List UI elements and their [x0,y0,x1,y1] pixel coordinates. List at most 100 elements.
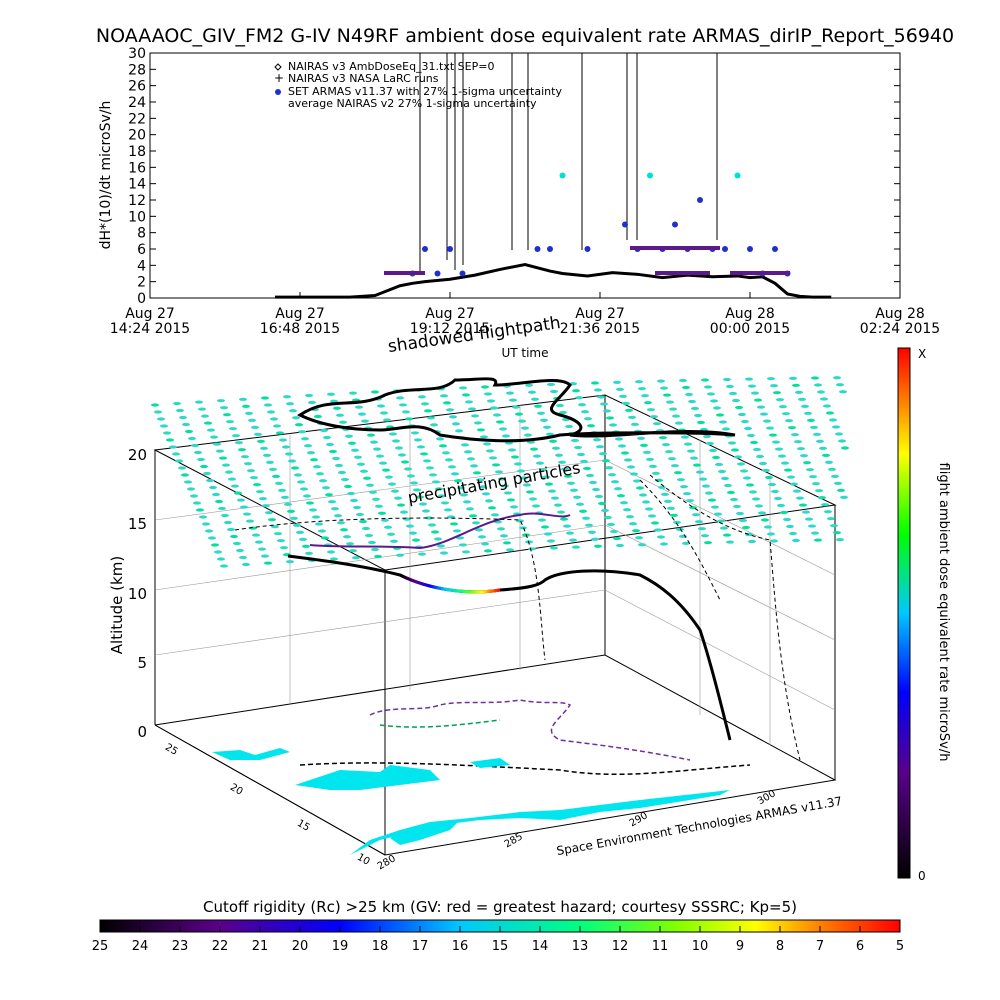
particle-dash [506,548,514,552]
particle-dash [653,422,661,426]
land-masses [212,748,730,855]
particle-dash [681,435,689,439]
particle-dash [369,490,377,494]
particle-dash [801,404,809,408]
particle-dash [175,459,183,463]
particle-dash [208,536,216,540]
particle-dash [244,462,252,466]
particle-dash [220,406,228,410]
particle-dash [614,487,622,491]
particle-dash [449,415,457,419]
particle-dash [492,463,500,467]
particle-dash [472,521,480,525]
particle-dash [309,508,317,512]
particle-dash [671,464,679,468]
legend-dot-icon [275,89,281,95]
legend-diamond-icon [274,63,282,71]
particle-dash [840,495,848,499]
particle-dash [204,421,212,425]
particle-dash [247,469,255,473]
particle-dash [422,509,430,513]
particle-dash [250,476,258,480]
particle-dash [738,412,746,417]
particle-dash [481,542,489,546]
particle-dash [750,440,758,445]
particle-dash [428,523,436,527]
particle-dash [213,442,221,446]
particle-dash [827,517,835,521]
particle-dash [518,419,526,423]
particle-dash [488,506,496,510]
armas-point [622,221,628,228]
armas-point [422,246,428,252]
particle-dash [363,476,371,480]
particle-dash [304,444,312,448]
particle-dash [450,522,458,526]
particle-dash [421,402,429,406]
y-tick-label: 12 [128,193,146,209]
particle-dash [510,505,518,509]
particle-dash [470,464,478,468]
particle-dash [352,556,360,560]
particle-dash [724,483,732,488]
particle-dash [794,440,802,444]
particle-dash [538,518,546,522]
particle-dash [235,441,243,445]
particle-dash [298,430,306,434]
particle-dash [723,377,731,382]
particle-dash [758,511,766,515]
particle-dash [742,525,750,530]
legend: NAIRAS v3 AmbDoseEq_31.txt SEP=0 + NAIRA… [274,60,562,110]
particle-dash [721,476,729,481]
particle-dash [658,485,666,489]
particle-dash [434,537,442,541]
particle-dash [652,471,660,475]
particle-dash [226,420,234,424]
particle-dash [464,450,472,454]
particle-dash [443,401,451,405]
particle-dash [530,447,538,451]
particle-dash [463,500,471,504]
particle-dash [822,453,830,457]
particle-dash [523,483,531,487]
particle-dash [804,411,812,415]
particle-dash [760,412,768,416]
particle-dash [338,470,346,475]
particle-dash [229,427,237,431]
y-tick-label: 20 [128,128,146,144]
particle-dash [273,424,281,428]
particle-dash [242,404,250,408]
particle-dash [346,542,354,546]
particle-dash [163,431,171,435]
particle-dash [573,495,581,499]
lat-tick-label: 15 [295,818,312,834]
particle-dash [420,452,428,456]
particle-dash [396,396,404,400]
particle-dash [751,391,759,395]
particle-dash [322,486,330,490]
rigidity-tick-label: 22 [212,939,229,954]
particle-dash [698,527,706,531]
lat-tick-label: 25 [163,742,180,758]
particle-dash [566,531,574,535]
particle-dash [461,443,469,447]
particle-dash [809,475,817,479]
particle-dash [789,376,797,380]
armas-point [547,246,553,252]
y-tick-label: 24 [128,95,146,111]
particle-dash [823,404,831,408]
particle-dash [424,409,432,413]
particle-dash [577,452,585,457]
armas-point [559,172,566,179]
particle-dash [817,390,825,394]
dose-colorbar-top: X [918,347,926,361]
particle-dash [826,411,834,415]
particle-dash [502,434,510,438]
particle-dash [325,493,333,497]
particle-dash [277,539,285,543]
particle-dash [517,469,525,473]
particle-dash [672,414,680,418]
particle-dash [453,529,461,533]
x-tick-label-line1: Aug 27 [125,306,175,322]
particle-dash [828,467,836,471]
